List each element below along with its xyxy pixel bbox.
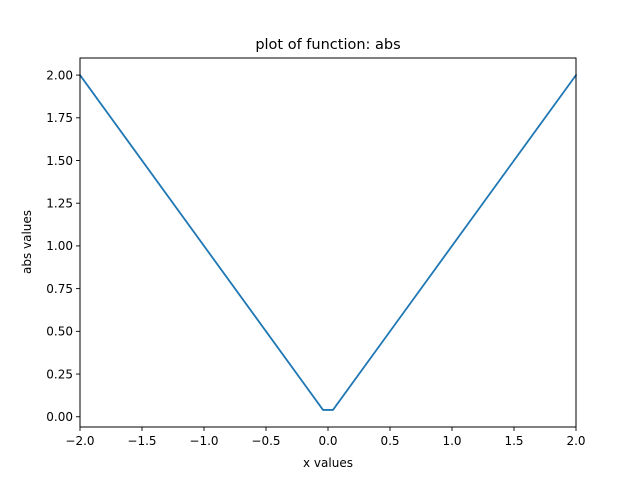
x-tick-label: 0.5 <box>380 434 399 448</box>
y-tick-label: 0.75 <box>46 282 73 296</box>
x-tick-label: 2.0 <box>566 434 585 448</box>
y-tick-label: 1.50 <box>46 154 73 168</box>
x-axis-ticks: −2.0 −1.5 −1.0 −0.5 0.0 0.5 1.0 1.5 2.0 <box>65 427 586 448</box>
y-tick-label: 1.00 <box>46 239 73 253</box>
x-tick-label: 0.0 <box>318 434 337 448</box>
series-layer <box>78 73 578 411</box>
x-axis-label: x values <box>303 456 353 470</box>
y-axis-label: abs values <box>20 210 34 274</box>
x-tick-label: −0.5 <box>251 434 280 448</box>
x-tick-label: −2.0 <box>65 434 94 448</box>
y-tick-label: 0.25 <box>46 367 73 381</box>
y-tick-label: 1.75 <box>46 111 73 125</box>
plot-frame <box>79 57 577 428</box>
x-tick-label: 1.5 <box>504 434 523 448</box>
chart-title: plot of function: abs <box>255 37 400 53</box>
y-tick-label: 2.00 <box>46 68 73 82</box>
y-tick-label: 1.25 <box>46 197 73 211</box>
x-tick-label: −1.0 <box>189 434 218 448</box>
x-tick-label: 1.0 <box>442 434 461 448</box>
plot-area <box>80 58 576 427</box>
series-line-0 <box>78 73 578 411</box>
x-tick-label: −1.5 <box>127 434 156 448</box>
y-tick-label: 0.00 <box>46 410 73 424</box>
y-tick-label: 0.50 <box>46 325 73 339</box>
y-axis-ticks: 0.00 0.25 0.50 0.75 1.00 1.25 1.50 1.75 2.00 <box>46 68 80 424</box>
